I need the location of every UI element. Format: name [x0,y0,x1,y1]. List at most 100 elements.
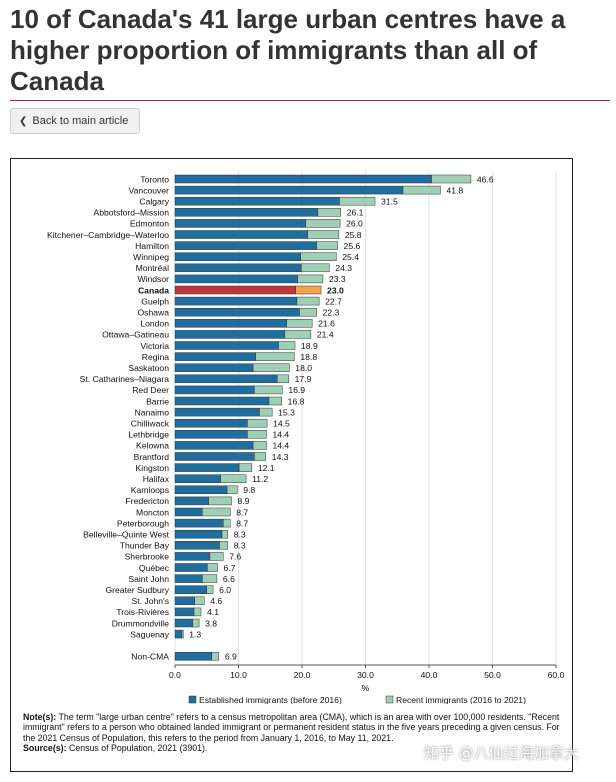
bar-recent [307,230,340,239]
value-label: 8.7 [236,518,248,528]
value-label: 14.4 [272,441,289,451]
page-title: 10 of Canada's 41 large urban centres ha… [10,4,566,96]
value-label: 8.3 [234,530,246,540]
bar-recent [297,274,324,284]
category-label: Nanaimo [135,407,170,417]
category-label: Abbotsford–Mission [94,208,170,218]
value-label: 23.3 [329,274,346,284]
legend-swatch [385,695,394,704]
bar-established [174,296,298,306]
bar-established [174,341,279,350]
bar-established [174,319,288,328]
bar-recent [209,552,224,561]
value-label: 24.3 [335,263,352,273]
bar-established [174,330,286,339]
title-divider [10,100,610,101]
bar-recent [431,174,472,184]
bar-recent [247,430,267,439]
bar-recent [276,374,289,384]
category-label: Greater Sudbury [105,585,169,595]
value-label: 6.0 [219,585,231,595]
bar-recent [202,574,218,583]
bar-recent [339,196,376,206]
value-label: 1.3 [189,629,201,639]
value-label: 4.1 [207,607,219,617]
bar-established [174,652,213,661]
bar-established [174,241,317,250]
bar-recent [247,418,268,428]
bar-recent [192,618,200,628]
value-label: 46.6 [477,174,494,184]
bar-recent [301,263,330,273]
bar-established [174,463,240,472]
value-label: 25.4 [342,252,359,262]
value-label: 16.8 [288,396,305,406]
category-label: Regina [142,352,169,362]
value-label: 3.8 [205,618,217,628]
value-label: 8.9 [238,496,250,506]
back-to-main-article-button[interactable]: ❮ Back to main article [10,108,140,134]
value-label: 18.0 [295,363,312,373]
value-label: 21.6 [318,319,335,329]
category-label: Belleville–Quinte West [83,530,169,540]
value-label: 41.8 [446,185,463,195]
category-label: Brantford [134,452,170,462]
bar-recent [259,407,273,417]
bar-recent [296,296,320,306]
bar-recent [278,341,296,350]
category-label: Ottawa–Gatineau [102,330,169,340]
value-label: 11.2 [252,474,268,484]
bar-established [174,552,211,561]
chart-notes: Note(s): The term "large urban centre" r… [23,712,563,754]
bar-established [174,596,195,606]
category-label: Calgary [139,197,169,207]
bar-established [174,496,209,506]
category-label: Lethbridge [128,430,169,440]
source-paragraph: Source(s): Census of Population, 2021 (3… [23,743,563,753]
value-label: 25.8 [345,230,362,240]
bar-recent [316,241,338,250]
bar-recent [254,452,267,461]
category-label: Toronto [140,174,169,184]
category-label: St. John's [132,596,169,606]
category-label: Kelowna [136,441,169,451]
value-label: 16.9 [288,385,305,395]
bar-established [174,374,278,384]
bar-established [174,396,270,406]
note-label: Note(s): [23,712,57,722]
value-label: 18.9 [301,341,318,351]
category-label: Saguenay [130,629,169,639]
value-label: 23.0 [327,285,344,295]
category-label: Drummondville [112,618,170,628]
category-label: Red Deer [132,385,169,395]
category-label: Thunder Bay [120,541,170,551]
value-label: 14.3 [272,452,289,462]
bar-established [174,352,256,361]
bar-established [174,518,224,528]
category-label: Victoria [140,341,169,351]
bar-recent [207,563,218,572]
value-label: 8.7 [236,507,248,517]
legend-label: Established immigrants (before 2016) [199,695,342,704]
bar-established [174,252,301,261]
bar-established [174,307,300,317]
bar-recent [254,385,283,395]
x-tick-label: 40.0 [421,670,438,680]
category-label: Guelph [141,296,169,306]
value-label: 21.4 [317,330,334,340]
category-label: Vancouver [129,185,170,195]
x-tick-label: 10.0 [230,670,247,680]
bar-established [174,629,183,639]
category-label: Peterborough [117,518,169,528]
category-label: Hamilton [135,241,169,251]
category-label: Sherbrooke [125,552,170,562]
x-axis-label: % [362,683,370,693]
note-text: The term "large urban centre" refers to … [23,712,560,743]
bar-established [174,474,221,483]
category-label: Saskatoon [128,363,169,373]
bar-established [174,208,319,217]
bar-established [174,418,248,428]
bar-recent [299,307,317,317]
value-label: 12.1 [258,463,275,473]
note-paragraph: Note(s): The term "large urban centre" r… [23,712,563,743]
